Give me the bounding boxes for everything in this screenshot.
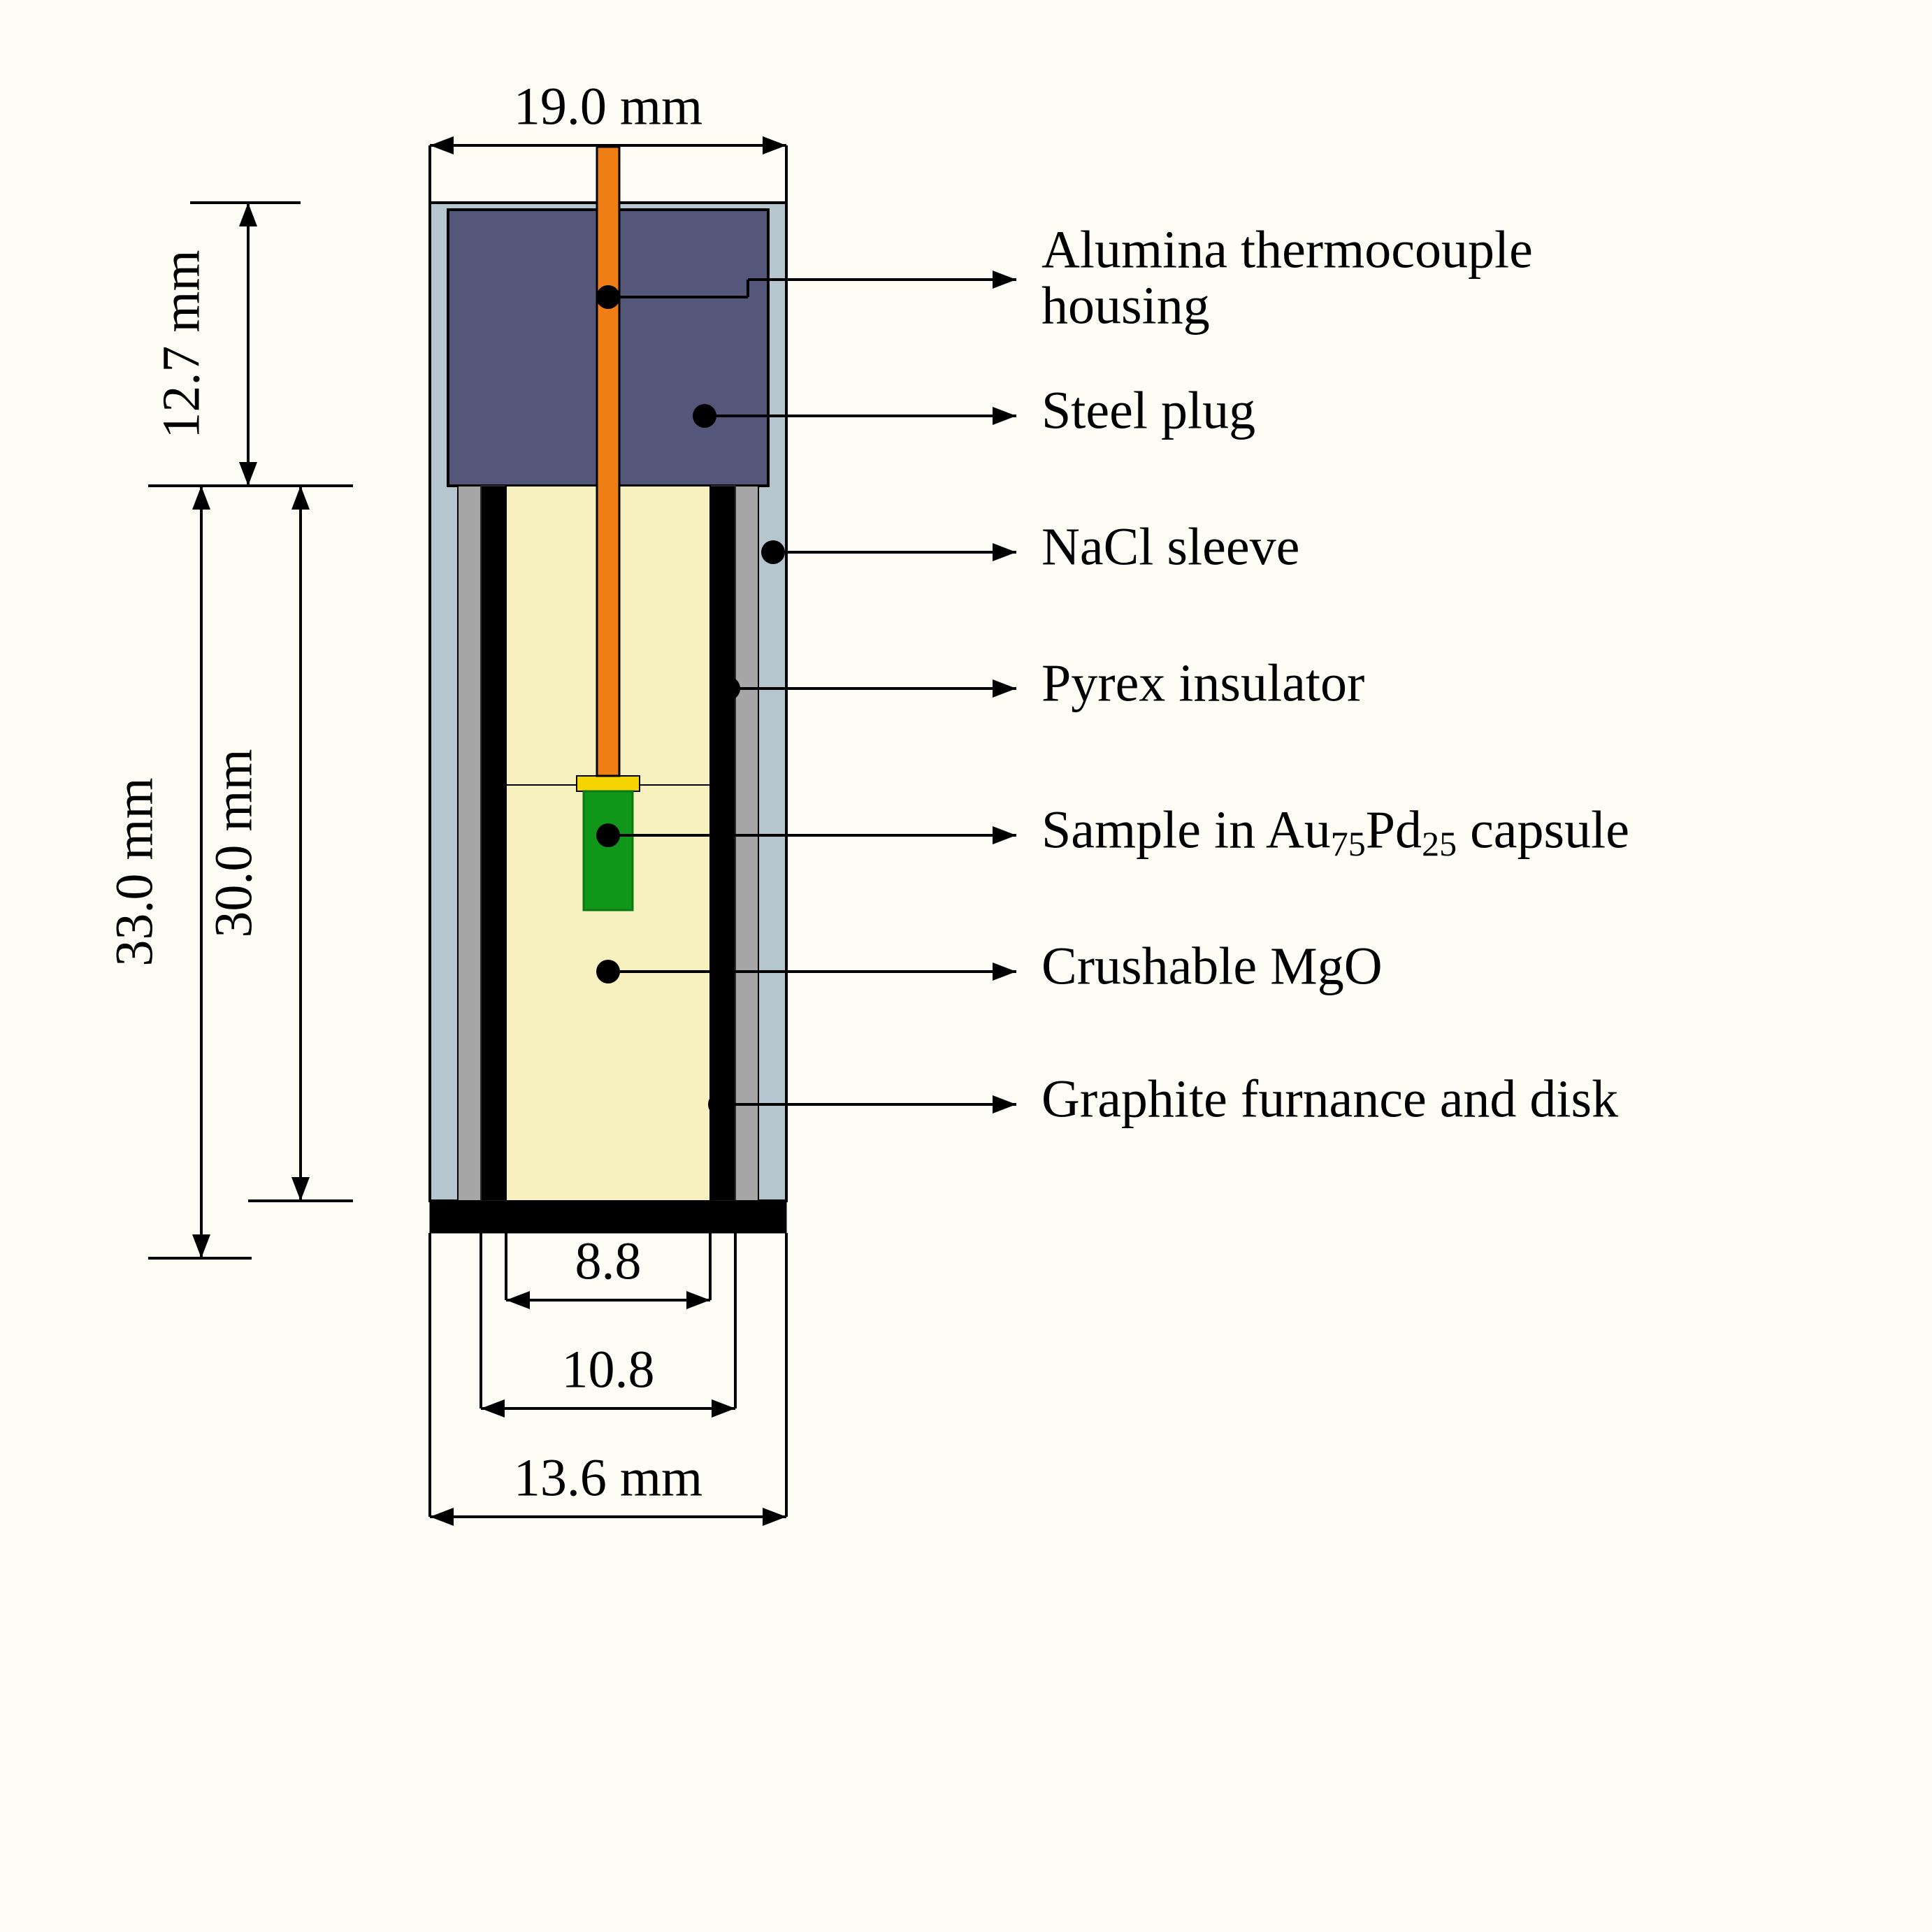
alumina-thermocouple — [597, 147, 619, 776]
label-text: Steel plug — [1041, 381, 1255, 440]
dim-label: 30.0 mm — [204, 749, 263, 937]
label-text: housing — [1041, 276, 1210, 335]
dim-label: 33.0 mm — [105, 777, 164, 966]
label-text: NaCl sleeve — [1041, 517, 1299, 576]
pyrex-left — [458, 486, 481, 1201]
label-text: Alumina thermocouple — [1041, 220, 1533, 279]
graphite-furnace-left — [481, 486, 506, 1201]
sample-capsule — [584, 791, 633, 910]
dim-label: 8.8 — [575, 1232, 642, 1290]
label-text: Graphite furnance and disk — [1041, 1069, 1618, 1128]
label-text: Crushable MgO — [1041, 937, 1383, 995]
label-text: Pyrex insulator — [1041, 654, 1364, 712]
pyrex-right — [735, 486, 758, 1201]
dim-label: 19.0 mm — [514, 77, 702, 136]
gold-cap — [577, 776, 640, 791]
label-text: Sample in Au75Pd25 capsule — [1041, 800, 1629, 863]
dim-label: 10.8 — [562, 1340, 655, 1399]
dim-label: 12.7 mm — [152, 250, 210, 438]
dim-label: 13.6 mm — [514, 1448, 702, 1507]
graphite-disk — [430, 1201, 786, 1233]
